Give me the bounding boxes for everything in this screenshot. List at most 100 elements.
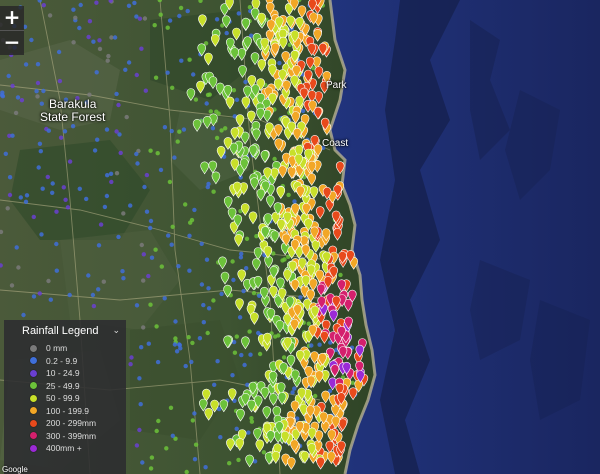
rain-gauge-marker[interactable] [290, 0, 299, 11]
rain-gauge-marker[interactable] [292, 65, 301, 78]
rain-gauge-marker[interactable] [241, 336, 250, 350]
rain-gauge-marker[interactable] [235, 114, 245, 128]
rain-gauge-marker[interactable] [223, 196, 233, 210]
rain-gauge-marker[interactable] [275, 421, 284, 435]
rain-gauge-marker[interactable] [316, 283, 326, 297]
rain-gauge-marker[interactable] [321, 228, 331, 242]
rain-gauge-marker[interactable] [270, 167, 279, 181]
rain-gauge-marker[interactable] [220, 3, 229, 17]
rain-gauge-marker[interactable] [343, 298, 353, 312]
rain-gauge-marker[interactable] [301, 275, 311, 288]
rain-gauge-marker[interactable] [273, 78, 283, 92]
rain-gauge-marker[interactable] [236, 408, 245, 422]
rain-gauge-marker[interactable] [243, 85, 252, 99]
rain-gauge-marker[interactable] [247, 75, 257, 88]
rain-gauge-marker[interactable] [259, 286, 269, 300]
rain-gauge-marker[interactable] [307, 90, 317, 103]
rain-gauge-marker[interactable] [230, 47, 240, 61]
rain-gauge-marker[interactable] [223, 84, 233, 98]
rain-gauge-marker[interactable] [310, 226, 319, 240]
rain-gauge-marker[interactable] [200, 161, 209, 175]
rain-gauge-marker[interactable] [278, 165, 287, 179]
rain-gauge-marker[interactable] [232, 181, 242, 195]
rain-gauge-marker[interactable] [306, 375, 316, 389]
rain-gauge-marker[interactable] [218, 256, 227, 270]
rain-gauge-marker[interactable] [257, 12, 266, 26]
rain-gauge-marker[interactable] [198, 398, 208, 412]
rain-gauge-marker[interactable] [229, 221, 239, 235]
rain-gauge-marker[interactable] [263, 332, 272, 346]
rain-gauge-marker[interactable] [310, 305, 320, 319]
rain-gauge-marker[interactable] [277, 392, 287, 406]
rain-gauge-marker[interactable] [309, 12, 318, 26]
zoom-in-button[interactable]: + [3, 5, 21, 29]
rain-gauge-marker[interactable] [251, 0, 261, 12]
rain-gauge-marker[interactable] [262, 109, 272, 123]
rain-gauge-marker[interactable] [247, 399, 256, 413]
rain-gauge-marker[interactable] [325, 440, 335, 454]
rain-gauge-marker[interactable] [285, 296, 295, 310]
rain-gauge-marker[interactable] [329, 266, 339, 279]
rain-gauge-marker[interactable] [248, 381, 258, 395]
rain-gauge-marker[interactable] [248, 211, 258, 225]
rain-gauge-marker[interactable] [266, 430, 276, 444]
rain-gauge-marker[interactable] [215, 82, 225, 96]
rain-gauge-marker[interactable] [305, 56, 315, 70]
rain-gauge-marker[interactable] [248, 144, 258, 158]
rain-gauge-marker[interactable] [223, 335, 232, 349]
rain-gauge-marker[interactable] [323, 276, 333, 289]
rain-gauge-marker[interactable] [253, 428, 262, 441]
rain-gauge-marker[interactable] [241, 17, 251, 31]
rain-gauge-marker[interactable] [327, 451, 336, 465]
rain-gauge-marker[interactable] [303, 69, 313, 83]
rain-gauge-marker[interactable] [301, 349, 311, 363]
rain-gauge-marker[interactable] [257, 59, 267, 72]
rain-gauge-marker[interactable] [288, 260, 298, 274]
rain-gauge-marker[interactable] [281, 51, 291, 64]
rainfall-gauge-markers[interactable] [186, 0, 369, 470]
rain-gauge-marker[interactable] [283, 211, 292, 225]
rain-gauge-marker[interactable] [239, 182, 249, 196]
rain-gauge-marker[interactable] [290, 239, 300, 253]
rain-gauge-marker[interactable] [282, 80, 291, 93]
rain-gauge-marker[interactable] [210, 34, 220, 47]
rain-gauge-marker[interactable] [328, 377, 337, 391]
rain-gauge-marker[interactable] [290, 439, 299, 453]
rain-gauge-marker[interactable] [250, 312, 259, 325]
rain-gauge-marker[interactable] [268, 92, 277, 106]
rain-gauge-marker[interactable] [344, 316, 353, 330]
rain-gauge-marker[interactable] [315, 206, 325, 220]
rain-gauge-marker[interactable] [304, 218, 313, 232]
rain-gauge-marker[interactable] [338, 346, 348, 360]
rain-gauge-marker[interactable] [315, 269, 325, 283]
rain-gauge-marker[interactable] [186, 88, 196, 102]
rain-gauge-marker[interactable] [331, 416, 341, 429]
rain-gauge-marker[interactable] [192, 119, 202, 132]
zoom-out-button[interactable]: − [0, 30, 24, 55]
rain-gauge-marker[interactable] [321, 390, 330, 404]
rain-gauge-marker[interactable] [269, 266, 279, 279]
rain-gauge-marker[interactable] [314, 430, 324, 444]
rain-gauge-marker[interactable] [223, 137, 233, 150]
rain-gauge-marker[interactable] [291, 428, 301, 442]
rain-gauge-marker[interactable] [221, 15, 231, 29]
rain-gauge-marker[interactable] [336, 392, 346, 406]
rain-gauge-marker[interactable] [286, 354, 296, 368]
rain-gauge-marker[interactable] [251, 84, 260, 98]
rain-gauge-marker[interactable] [230, 158, 240, 172]
rain-gauge-marker[interactable] [286, 15, 295, 29]
rain-gauge-marker[interactable] [322, 251, 331, 265]
rain-gauge-marker[interactable] [302, 203, 311, 216]
rain-gauge-marker[interactable] [265, 122, 274, 136]
rain-gauge-marker[interactable] [250, 177, 259, 191]
rain-gauge-marker[interactable] [260, 226, 270, 240]
rain-gauge-marker[interactable] [320, 117, 330, 131]
rain-gauge-marker[interactable] [291, 203, 300, 217]
rain-gauge-marker[interactable] [274, 124, 283, 137]
rain-gauge-marker[interactable] [330, 364, 340, 378]
rain-gauge-marker[interactable] [311, 239, 321, 253]
rain-gauge-marker[interactable] [210, 399, 219, 413]
rain-gauge-marker[interactable] [307, 160, 317, 174]
rain-gauge-marker[interactable] [322, 186, 332, 200]
rain-gauge-marker[interactable] [308, 100, 317, 114]
